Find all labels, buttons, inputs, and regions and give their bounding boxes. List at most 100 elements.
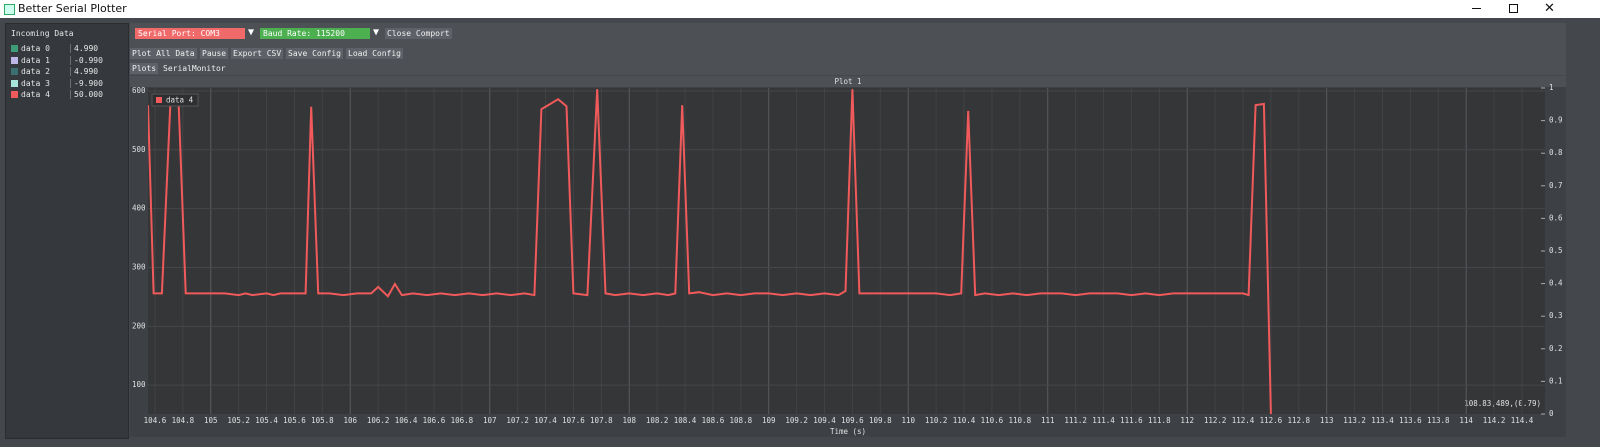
close-port-button[interactable]: Close Comport: [385, 28, 452, 39]
data-line: [148, 89, 1272, 414]
color-swatch: [11, 56, 18, 64]
color-swatch: [11, 45, 18, 52]
x-tick-label: 110.8: [1009, 416, 1032, 425]
tab[interactable]: Plots: [130, 63, 159, 74]
x-tick-label: 109.4: [813, 416, 836, 425]
x-tick-label: 110.4: [953, 416, 976, 425]
y-tick-label: 300: [132, 262, 146, 271]
x-tick-label: 111: [1041, 416, 1055, 425]
x-tick-label: 107.8: [590, 416, 613, 425]
x-tick-label: 112.6: [1260, 416, 1283, 425]
y2-tick-label: 0.5: [1549, 246, 1563, 255]
x-tick-label: 105.6: [283, 416, 306, 425]
row-value: 4.990: [70, 44, 98, 53]
y2-tick-label: 0.6: [1549, 213, 1563, 222]
x-tick-label: 111.6: [1120, 416, 1143, 425]
y2-tick-label: 0.2: [1549, 344, 1563, 353]
color-swatch: [11, 68, 18, 75]
x-axis-label: Time (s): [830, 427, 866, 436]
data-row: data 1 -0.990: [10, 55, 126, 67]
x-tick-label: 107: [483, 416, 497, 425]
x-tick-label: 108.2: [646, 416, 669, 425]
window-title: Better Serial Plotter: [18, 2, 127, 15]
x-tick-label: 112.8: [1288, 416, 1311, 425]
x-tick-label: 104.8: [172, 416, 195, 425]
x-tick-label: 108.4: [674, 416, 697, 425]
row-name: data 4: [21, 90, 50, 99]
x-tick-label: 111.2: [1064, 416, 1087, 425]
x-tick-label: 113: [1320, 416, 1334, 425]
y2-tick-label: 0.4: [1549, 279, 1563, 288]
y2-tick-label: 0.3: [1549, 311, 1563, 320]
x-tick-label: 106.8: [451, 416, 474, 425]
chart-title: Plot 1: [834, 77, 861, 86]
x-tick-label: 106.6: [423, 416, 446, 425]
y2-tick-label: 0.7: [1549, 181, 1563, 190]
incoming-panel: Incoming Data data 0 4.990 data 1 -0.990 dat…: [5, 23, 129, 439]
legend-label: data 4: [166, 96, 194, 105]
x-tick-label: 110.6: [981, 416, 1004, 425]
data-row: data 3 -9.900: [10, 78, 126, 90]
baud-rate[interactable]: Baud Rate: 115200: [260, 28, 370, 39]
dropdown-arrow[interactable]: ▼: [373, 27, 380, 38]
dropdown-arrow[interactable]: ▼: [248, 27, 255, 38]
x-tick-label: 104.6: [144, 416, 167, 425]
legend-box: [151, 93, 199, 107]
x-tick-label: 113.2: [1343, 416, 1366, 425]
toolbar-button[interactable]: Load Config: [346, 48, 403, 59]
maximize[interactable]: [1509, 4, 1518, 13]
toolbar: Serial Port: COM3 ▼ Baud Rate: 115200 ▼ …: [130, 23, 1566, 75]
data-row: data 0 4.990: [10, 44, 126, 55]
x-tick-label: 114: [1459, 416, 1473, 425]
y2-tick-label: 0.8: [1549, 148, 1563, 157]
y-tick-label: 400: [132, 204, 146, 213]
x-tick-label: 108.6: [702, 416, 725, 425]
x-tick-label: 105.4: [255, 416, 278, 425]
panel-title: Incoming Data: [11, 29, 74, 38]
x-tick-label: 113.8: [1427, 416, 1450, 425]
legend-swatch: [156, 97, 162, 103]
data-row: data 4 50.000: [10, 90, 126, 101]
y-tick-label: 600: [132, 86, 146, 95]
toolbar-button[interactable]: Plot All Data: [130, 48, 197, 59]
x-tick-label: 112.2: [1204, 416, 1227, 425]
close[interactable]: ✕: [1544, 1, 1555, 16]
y-tick-label: 100: [132, 380, 146, 389]
x-tick-label: 107.4: [534, 416, 557, 425]
x-tick-label: 114.4: [1511, 416, 1534, 425]
x-tick-label: 107.6: [562, 416, 585, 425]
minimize[interactable]: [1472, 8, 1481, 9]
row-value: 4.990: [70, 67, 98, 76]
row-name: data 0: [21, 44, 50, 53]
row-value: -9.900: [70, 78, 103, 88]
row-name: data 2: [21, 67, 50, 76]
x-tick-label: 111.4: [1092, 416, 1115, 425]
x-tick-label: 110.2: [925, 416, 948, 425]
toolbar-button[interactable]: Export CSV: [231, 48, 284, 59]
x-tick-label: 111.8: [1148, 416, 1171, 425]
color-swatch: [11, 79, 18, 87]
data-row: data 2 4.990: [10, 67, 126, 78]
x-tick-label: 106.4: [395, 416, 418, 425]
y2-tick-label: 0: [1549, 409, 1554, 418]
title-bar: Better Serial Plotter ✕: [0, 0, 1600, 18]
serial-port[interactable]: Serial Port: COM3: [135, 28, 245, 39]
x-tick-label: 113.6: [1399, 416, 1422, 425]
row-value: -0.990: [70, 55, 103, 65]
toolbar-button[interactable]: Save Config: [286, 48, 343, 59]
tab[interactable]: SerialMonitor: [163, 64, 226, 73]
x-tick-label: 112: [1180, 416, 1194, 425]
y2-tick-label: 0.9: [1549, 116, 1563, 125]
x-tick-label: 114.2: [1483, 416, 1506, 425]
y2-tick-label: 1: [1549, 83, 1554, 92]
x-tick-label: 107.2: [506, 416, 529, 425]
x-tick-label: 105: [204, 416, 218, 425]
row-name: data 3: [21, 78, 50, 88]
x-tick-label: 109.6: [841, 416, 864, 425]
x-tick-label: 110: [901, 416, 915, 425]
annotation: 108.83,489,(0.79): [1464, 399, 1541, 408]
toolbar-button[interactable]: Pause: [200, 48, 229, 59]
x-tick-label: 105.8: [311, 416, 334, 425]
